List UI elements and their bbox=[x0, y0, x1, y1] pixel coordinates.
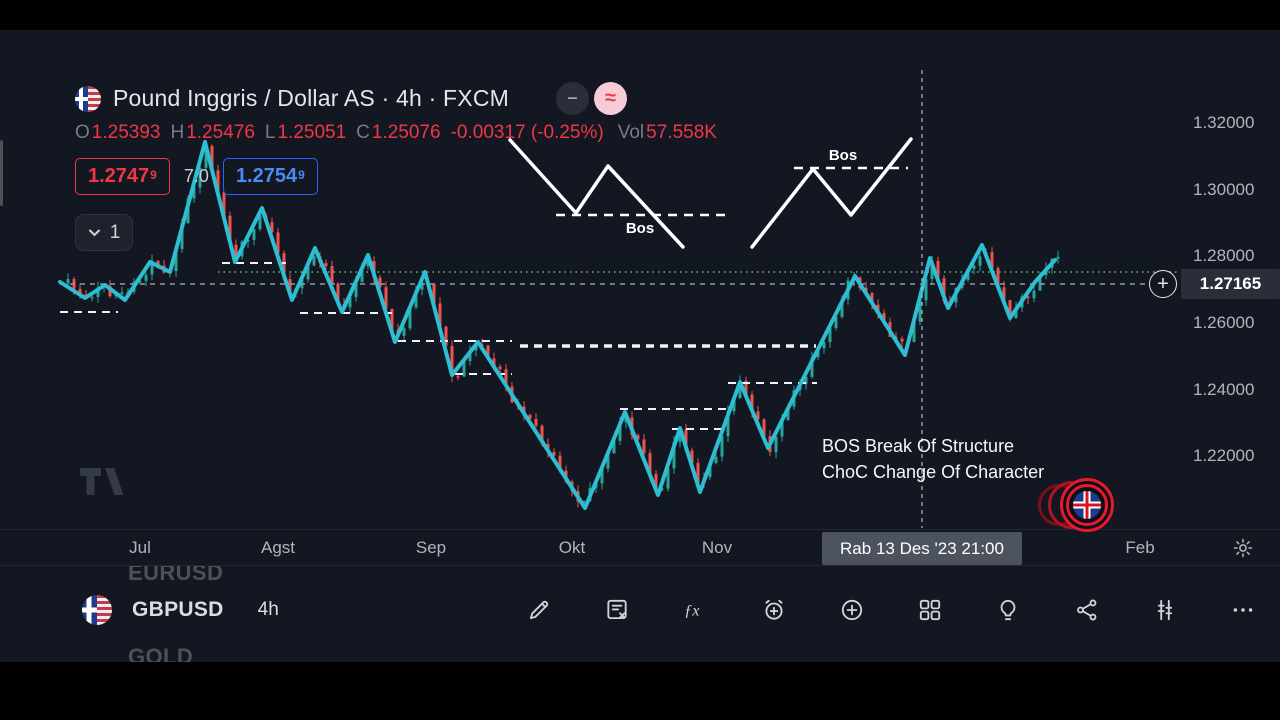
chart-details-button[interactable] bbox=[1148, 593, 1182, 627]
top-black-bar bbox=[0, 0, 1280, 30]
more-button[interactable] bbox=[1226, 593, 1260, 627]
price-alert-row: 1.2747 9 7.0 1.2754 9 bbox=[75, 158, 318, 195]
close-label: C bbox=[356, 122, 370, 143]
price-axis-label: 1.22000 bbox=[1193, 446, 1255, 466]
pencil-icon bbox=[529, 600, 549, 620]
zigzag-overlay bbox=[58, 140, 1057, 510]
low-value: 1.25051 bbox=[277, 122, 347, 143]
horizontal-lines-layer bbox=[60, 271, 1178, 285]
alert-gap-label: 7.0 bbox=[183, 166, 209, 186]
logo-ring-main bbox=[1060, 478, 1114, 532]
price-axis-label: 1.26000 bbox=[1193, 313, 1255, 332]
lightbulb-icon bbox=[1000, 599, 1016, 621]
gbpusd-flag-icon bbox=[75, 85, 101, 112]
draw-button[interactable] bbox=[522, 593, 556, 627]
symbol-title[interactable]: Pound Inggris / Dollar AS · 4h · FXCM bbox=[113, 85, 509, 111]
close-value: 1.25076 bbox=[371, 122, 441, 143]
lower-alert-price[interactable]: 1.2754 9 bbox=[222, 158, 318, 195]
bar-count-value: 1 bbox=[109, 221, 121, 243]
upper-alert-price[interactable]: 1.2747 9 bbox=[75, 158, 170, 195]
axis-settings-gear-icon[interactable] bbox=[1232, 537, 1254, 559]
open-label: O bbox=[75, 122, 90, 143]
add-alert-button[interactable] bbox=[757, 593, 791, 627]
time-axis-label: Nov bbox=[701, 538, 733, 557]
current-price-badge: 1.27165 bbox=[1181, 269, 1280, 299]
time-axis-labels: Jul Agst Sep Okt Nov Feb bbox=[0, 530, 1280, 565]
high-label: H bbox=[170, 122, 185, 143]
price-axis-label: 1.24000 bbox=[1193, 379, 1255, 399]
add-button[interactable] bbox=[835, 593, 869, 627]
ellipsis-icon bbox=[1233, 608, 1253, 612]
time-axis-label: Jul bbox=[129, 538, 151, 557]
chevron-down-icon bbox=[88, 229, 100, 236]
plus-circle-icon bbox=[841, 599, 863, 621]
volume-label: Vol bbox=[617, 122, 645, 143]
indicators-button[interactable]: ƒx bbox=[678, 593, 712, 627]
time-axis-label: Sep bbox=[415, 538, 447, 557]
price-axis-label: 1.28000 bbox=[1193, 246, 1255, 266]
collapse-button[interactable]: − bbox=[556, 82, 589, 115]
left-scroll-indicator bbox=[0, 140, 3, 206]
notes-button[interactable] bbox=[600, 593, 634, 627]
wave-indicator-button[interactable]: ≈ bbox=[594, 82, 627, 115]
price-axis[interactable]: 1.32000 1.30000 1.28000 1.26000 1.24000 1.220… bbox=[1180, 30, 1280, 530]
bottom-black-bar bbox=[0, 662, 1280, 720]
symbol-switcher[interactable]: GBPUSD 4h bbox=[82, 592, 279, 628]
annotation-note: BOS Break Of Structure ChoC Change Of Ch… bbox=[822, 433, 1044, 485]
time-axis[interactable]: Jul Agst Sep Okt Nov Feb Rab 13 Des '23 21:00 bbox=[0, 529, 1280, 566]
widgets-button[interactable] bbox=[913, 593, 947, 627]
uk-flag-icon bbox=[1073, 491, 1101, 519]
svg-text:ƒx: ƒx bbox=[685, 601, 701, 619]
time-axis-label: Feb bbox=[1125, 538, 1155, 557]
high-value: 1.25476 bbox=[186, 122, 255, 143]
gbpusd-flag-icon bbox=[82, 595, 112, 625]
toolbar-interval[interactable]: 4h bbox=[257, 599, 279, 620]
bos-label: Bos bbox=[829, 147, 857, 164]
bar-count-selector[interactable]: 1 bbox=[75, 214, 133, 251]
toolbar-symbol[interactable]: GBPUSD bbox=[132, 598, 224, 621]
annotation-line-1: BOS Break Of Structure bbox=[822, 436, 1015, 456]
share-button[interactable] bbox=[1070, 593, 1104, 627]
annotation-line-2: ChoC Change Of Character bbox=[822, 462, 1045, 482]
fx-icon: ƒx bbox=[685, 601, 701, 619]
share-icon bbox=[1076, 599, 1096, 621]
symbol-header: Pound Inggris / Dollar AS · 4h · FXCM bbox=[75, 85, 509, 112]
bottom-toolbar: ƒx bbox=[522, 592, 1260, 628]
price-axis-label: 1.30000 bbox=[1193, 179, 1255, 199]
ohlc-row: O 1.25393 H 1.25476 L 1.25051 C 1.25076 -0.0… bbox=[75, 122, 717, 144]
add-alert-plus-button[interactable]: + bbox=[1149, 270, 1177, 298]
bos-label: Bos bbox=[626, 220, 654, 237]
candles-icon bbox=[1157, 599, 1172, 621]
time-axis-label: Agst bbox=[260, 538, 296, 557]
low-label: L bbox=[264, 122, 276, 143]
header-buttons: − ≈ bbox=[556, 82, 627, 115]
alarm-plus-icon bbox=[765, 599, 783, 620]
time-axis-label: Okt bbox=[558, 538, 586, 557]
volume-value: 57.558K bbox=[646, 122, 717, 143]
notes-icon bbox=[607, 599, 627, 620]
bos-patterns-layer: Bos Bos bbox=[508, 137, 913, 249]
dashed-levels-layer bbox=[60, 262, 817, 430]
grid-icon bbox=[919, 599, 941, 621]
tradingview-logo bbox=[80, 468, 124, 495]
ideas-button[interactable] bbox=[991, 593, 1025, 627]
open-value: 1.25393 bbox=[91, 122, 161, 143]
change-value: -0.00317 (-0.25%) bbox=[450, 122, 604, 143]
crosshair-time-badge: Rab 13 Des '23 21:00 bbox=[822, 532, 1022, 565]
price-axis-label: 1.32000 bbox=[1193, 113, 1255, 132]
channel-logo bbox=[1038, 477, 1128, 533]
